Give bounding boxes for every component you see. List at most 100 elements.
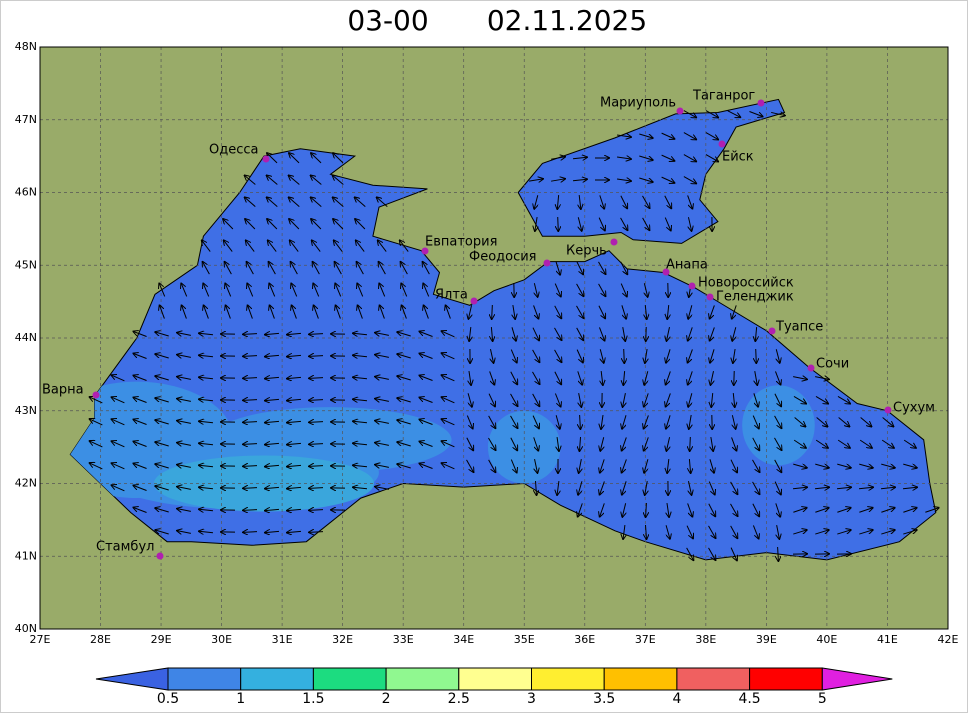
x-axis-label: 32E	[332, 633, 353, 646]
colorbar-cell	[604, 668, 677, 690]
y-axis-label: 40N	[15, 622, 37, 635]
wave-arrow	[690, 437, 691, 451]
colorbar-cell	[750, 668, 823, 690]
x-axis-label: 35E	[514, 633, 535, 646]
y-axis-label: 42N	[15, 477, 37, 490]
city-dot	[689, 283, 696, 290]
city-label: Туапсе	[775, 320, 823, 335]
city-dot	[471, 298, 478, 305]
city-label: Сочи	[816, 357, 849, 372]
map	[40, 47, 948, 629]
city-label: Одесса	[209, 143, 258, 158]
city-label: Мариуполь	[600, 96, 676, 111]
wave-arrow	[243, 488, 257, 489]
wave-arrow	[309, 444, 323, 445]
city-label: Геленджик	[716, 290, 794, 305]
x-axis-label: 37E	[635, 633, 656, 646]
wave-arrow	[243, 422, 257, 423]
city-dot	[544, 260, 551, 267]
colorbar-label: 1	[236, 691, 245, 707]
x-axis-label: 31E	[272, 633, 293, 646]
colorbar-label: 5	[818, 691, 827, 707]
wave-arrow	[624, 349, 625, 363]
colorbar-label: 2.5	[448, 691, 470, 707]
y-axis-label: 46N	[15, 186, 37, 199]
wave-arrow	[309, 422, 323, 423]
y-axis-label: 47N	[15, 113, 37, 126]
city-dot	[677, 108, 684, 115]
y-axis-label: 41N	[15, 549, 37, 562]
city-dot	[93, 392, 100, 399]
wave-arrow	[309, 466, 323, 467]
y-axis-label: 43N	[15, 404, 37, 417]
wave-arrow	[309, 378, 323, 379]
city-dot	[263, 156, 270, 163]
wave-arrow	[492, 305, 493, 319]
colorbar-cell	[677, 668, 750, 690]
city-label: Евпатория	[425, 235, 497, 250]
x-axis-label: 34E	[453, 633, 474, 646]
wave-arrow	[309, 356, 323, 357]
wave-arrow	[309, 334, 323, 335]
wave-arrow	[558, 217, 559, 231]
wave-arrow	[243, 444, 257, 445]
city-label: Таганрог	[692, 89, 755, 104]
y-axis-label: 48N	[15, 40, 37, 53]
wave-arrow	[243, 400, 257, 401]
colorbar-cell	[532, 668, 605, 690]
colorbar-label: 1.5	[302, 691, 324, 707]
title-date: 02.11.2025	[487, 4, 647, 37]
wave-arrow	[243, 532, 257, 533]
city-dot	[611, 239, 618, 246]
colorbar-label: 4.5	[738, 691, 760, 707]
wave-arrow	[309, 488, 323, 489]
colorbar-cell	[168, 668, 241, 690]
wave-arrow	[309, 532, 323, 533]
city-label: Сухум	[893, 401, 935, 416]
colorbar-cell	[313, 668, 386, 690]
city-label: Ейск	[722, 150, 754, 165]
city-dot	[719, 141, 726, 148]
city-label: Анапа	[666, 258, 708, 273]
wave-arrow	[243, 378, 257, 379]
wave-arrow	[243, 334, 257, 335]
city-dot	[885, 407, 892, 414]
colorbar-label: 2	[382, 691, 391, 707]
colorbar-label: 0.5	[157, 691, 179, 707]
wave-arrow	[243, 356, 257, 357]
colorbar-label: 3.5	[593, 691, 615, 707]
wave-arrow	[756, 349, 757, 363]
city-dot	[157, 553, 164, 560]
colorbar-cell	[386, 668, 459, 690]
city-label: Варна	[42, 383, 84, 398]
x-axis-label: 29E	[151, 633, 172, 646]
x-axis-label: 28E	[90, 633, 111, 646]
colorbar-cell	[241, 668, 314, 690]
city-label: Стамбул	[96, 540, 154, 555]
x-axis-label: 38E	[695, 633, 716, 646]
colorbar-label: 3	[527, 691, 536, 707]
city-label: Ялта	[435, 288, 468, 303]
x-axis-label: 36E	[574, 633, 595, 646]
wave-arrow	[243, 510, 257, 511]
colorbar-cell	[459, 668, 532, 690]
city-dot	[769, 328, 776, 335]
x-axis-label: 41E	[877, 633, 898, 646]
wave-arrow	[243, 466, 257, 467]
x-axis-label: 33E	[393, 633, 414, 646]
city-label: Керчь	[566, 244, 607, 259]
title-time: 03-00	[347, 4, 428, 37]
colorbar-label: 4	[672, 691, 681, 707]
y-axis-label: 45N	[15, 258, 37, 271]
city-label: Феодосия	[469, 250, 537, 265]
x-axis-label: 39E	[756, 633, 777, 646]
wave-arrow	[309, 400, 323, 401]
x-axis-label: 30E	[211, 633, 232, 646]
city-label: Новороссийск	[698, 276, 794, 291]
x-axis-label: 42E	[937, 633, 958, 646]
wave-arrow	[309, 510, 323, 511]
city-dot	[707, 294, 714, 301]
city-dot	[808, 365, 815, 372]
x-axis-label: 40E	[816, 633, 837, 646]
y-axis-label: 44N	[15, 331, 37, 344]
